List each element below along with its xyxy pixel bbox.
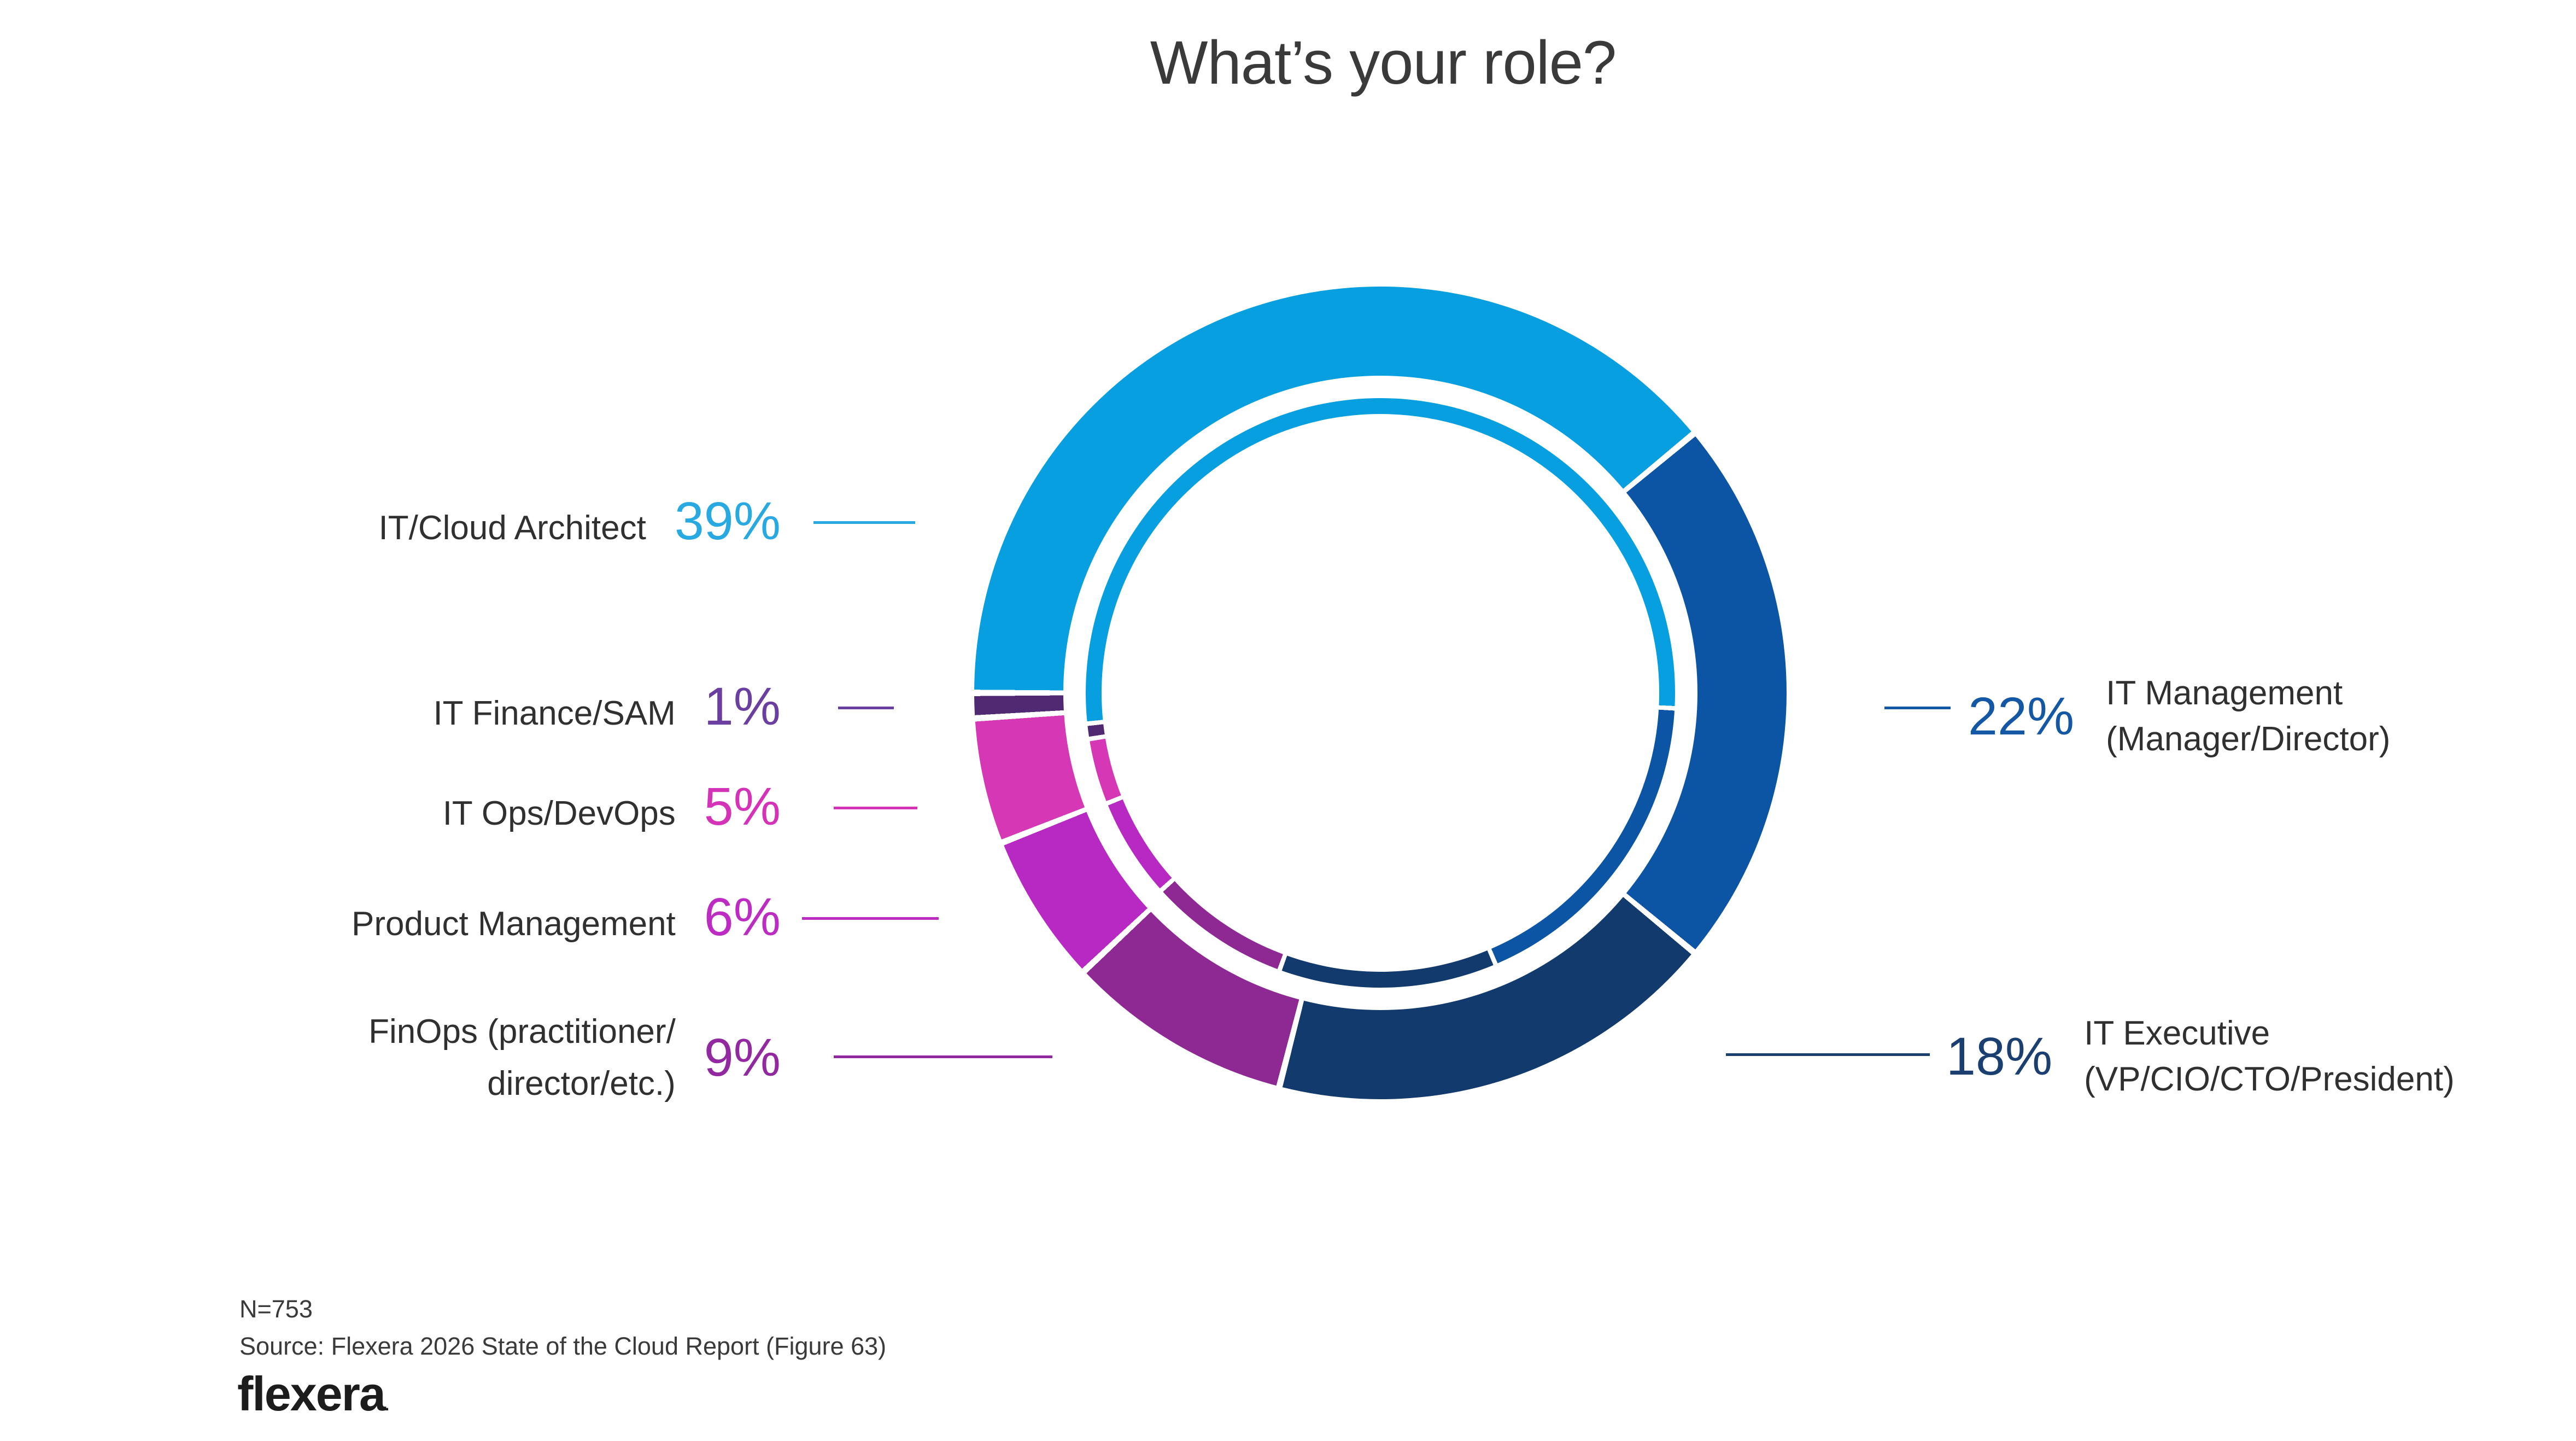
leader-line-18 — [1726, 1053, 1930, 1056]
leader-line-1 — [838, 707, 894, 709]
leader-line-6 — [802, 917, 939, 920]
flexera-logo: flexera. — [237, 1367, 389, 1421]
callout-label: FinOps (practitioner/ director/etc.) — [368, 1013, 676, 1102]
callout-it-cloud-architect: IT/Cloud Architect 39% — [164, 491, 781, 556]
callout-percent: 5% — [704, 777, 781, 836]
chart-title: What’s your role? — [1150, 28, 1617, 97]
callout-label: IT Finance/SAM — [433, 695, 676, 732]
callout-label: IT/Cloud Architect — [378, 509, 646, 547]
leader-line-9 — [834, 1055, 1052, 1058]
leader-line-5 — [834, 807, 917, 809]
callout-finops: FinOps (practitioner/ director/etc.) 9% — [164, 1000, 781, 1115]
source-note: Source: Flexera 2026 State of the Cloud … — [239, 1332, 887, 1360]
callout-label: Product Management — [352, 905, 676, 943]
callout-it-management: 22% IT Management (Manager/Director) — [1968, 659, 2390, 774]
callout-it-ops-devops: IT Ops/DevOps 5% — [164, 776, 781, 842]
leader-line-22 — [1884, 707, 1951, 709]
callout-percent: 22% — [1968, 686, 2075, 746]
sample-size-note: N=753 — [239, 1295, 313, 1323]
callout-it-executive: 18% IT Executive (VP/CIO/CTO/President) — [1946, 999, 2455, 1114]
callout-percent: 18% — [1946, 1026, 2053, 1086]
callout-percent: 6% — [704, 887, 781, 947]
logo-mark: . — [384, 1396, 389, 1414]
donut-chart — [974, 287, 1787, 1099]
callout-label: IT Ops/DevOps — [442, 795, 676, 832]
callout-it-finance-sam: IT Finance/SAM 1% — [164, 676, 781, 742]
callout-product-management: Product Management 6% — [164, 886, 781, 952]
donut-center-hole — [1102, 414, 1659, 972]
callout-percent: 9% — [704, 1028, 781, 1087]
callout-label: IT Management (Manager/Director) — [2106, 674, 2391, 758]
callout-percent: 1% — [704, 676, 781, 736]
callout-label: IT Executive (VP/CIO/CTO/President) — [2084, 1014, 2455, 1098]
leader-line-39 — [813, 521, 915, 524]
callout-percent: 39% — [674, 491, 781, 551]
